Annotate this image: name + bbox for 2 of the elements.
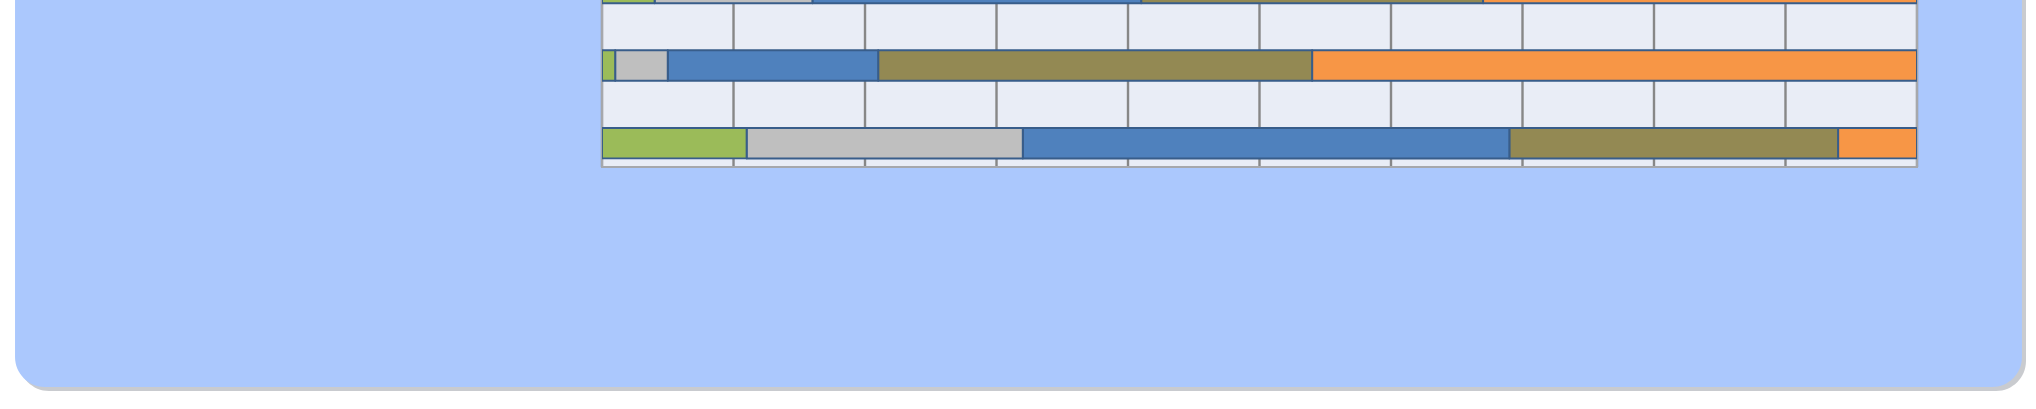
bar (1837, 126, 1917, 160)
bar (602, 126, 748, 160)
